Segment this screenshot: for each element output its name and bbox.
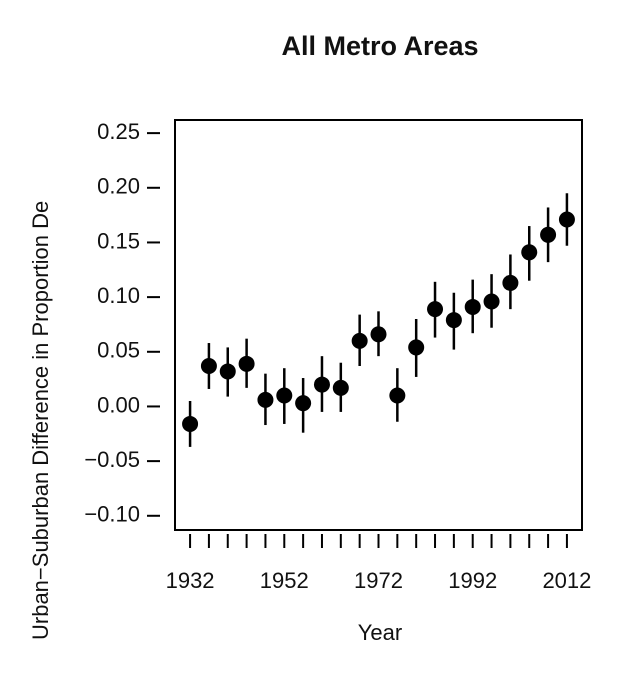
point [408, 339, 425, 356]
point [295, 395, 312, 412]
point [389, 387, 406, 404]
point [313, 376, 330, 393]
x-tick-label: 1972 [354, 568, 403, 593]
x-axis-label: Year [358, 620, 402, 645]
point [427, 301, 444, 318]
point [257, 391, 274, 408]
point [332, 379, 349, 396]
y-tick-label: −0.10 [84, 502, 140, 527]
point [276, 387, 293, 404]
y-tick-label: 0.25 [97, 119, 140, 144]
point [540, 226, 557, 243]
chart-title: All Metro Areas [281, 31, 478, 61]
y-axis-label: Urban−Suburban Difference in Proportion … [28, 201, 53, 640]
point [502, 274, 519, 291]
point [521, 244, 538, 261]
point [200, 358, 217, 374]
x-tick-label: 2012 [542, 568, 591, 593]
point [182, 415, 199, 432]
point [238, 355, 255, 372]
point [464, 298, 481, 315]
point [483, 293, 500, 310]
y-tick-label: 0.20 [97, 174, 140, 199]
y-tick-label: 0.10 [97, 283, 140, 308]
point [351, 332, 368, 349]
y-tick-label: 0.00 [97, 392, 140, 417]
point [558, 211, 575, 228]
point [445, 312, 462, 329]
y-tick-label: 0.15 [97, 228, 140, 253]
x-tick-label: 1952 [260, 568, 309, 593]
point [219, 363, 236, 380]
x-tick-label: 1932 [166, 568, 215, 593]
plot-frame [174, 119, 583, 531]
x-tick-label: 1992 [448, 568, 497, 593]
y-tick-label: −0.05 [84, 447, 140, 472]
point [370, 326, 387, 343]
y-tick-label: 0.05 [97, 338, 140, 363]
